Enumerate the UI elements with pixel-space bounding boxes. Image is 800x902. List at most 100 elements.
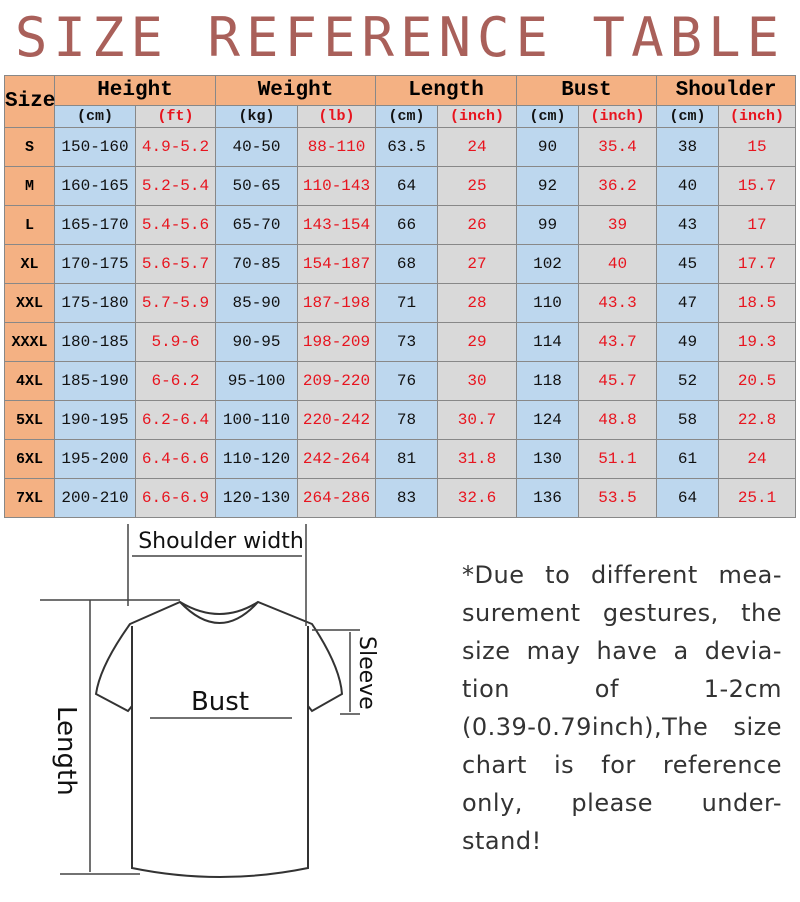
unit-header: (cm) (656, 105, 720, 128)
value-cell: 26 (437, 205, 517, 245)
value-cell: 15 (718, 127, 797, 167)
value-cell: 40-50 (215, 127, 298, 167)
size-cell: L (4, 205, 55, 245)
value-cell: 195-200 (54, 439, 136, 479)
value-cell: 45.7 (577, 361, 658, 401)
value-cell: 43.7 (577, 322, 658, 362)
value-cell: 136 (516, 478, 579, 518)
value-cell: 64 (656, 478, 720, 518)
value-cell: 70-85 (215, 244, 298, 284)
value-cell: 66 (375, 205, 438, 245)
value-cell: 40 (656, 166, 720, 206)
size-table: Size Height Weight Length Bust Shoulder … (4, 75, 797, 518)
value-cell: 25 (437, 166, 517, 206)
size-cell: 5XL (4, 400, 55, 440)
tshirt-outline (94, 600, 344, 878)
value-cell: 92 (516, 166, 579, 206)
value-cell: 43.3 (577, 283, 658, 323)
value-cell: 40 (577, 244, 658, 284)
value-cell: 15.7 (718, 166, 797, 206)
group-header: Shoulder (656, 75, 797, 106)
group-header: Height (54, 75, 216, 106)
value-cell: 185-190 (54, 361, 136, 401)
table-row: XXXL 180-185 5.9-6 90-95 198-209 73 29 114 43.7 4… (4, 322, 797, 362)
value-cell: 6.6-6.9 (135, 478, 216, 518)
value-cell: 49 (656, 322, 720, 362)
bust-label: Bust (191, 687, 249, 717)
value-cell: 48.8 (577, 400, 658, 440)
value-cell: 143-154 (297, 205, 376, 245)
size-cell: XL (4, 244, 55, 284)
value-cell: 6.4-6.6 (135, 439, 216, 479)
note-line: tion of 1-2cm (462, 675, 782, 703)
value-cell: 38 (656, 127, 720, 167)
value-cell: 5.7-5.9 (135, 283, 216, 323)
value-cell: 95-100 (215, 361, 298, 401)
value-cell: 31.8 (437, 439, 517, 479)
value-cell: 50-65 (215, 166, 298, 206)
value-cell: 90 (516, 127, 579, 167)
table-row: L 165-170 5.4-5.6 65-70 143-154 66 26 99 39 43 17 (4, 205, 797, 245)
value-cell: 264-286 (297, 478, 376, 518)
value-cell: 4.9-5.2 (135, 127, 216, 167)
page-title: SIZE REFERENCE TABLE (14, 6, 786, 69)
value-cell: 17 (718, 205, 797, 245)
value-cell: 154-187 (297, 244, 376, 284)
value-cell: 187-198 (297, 283, 376, 323)
value-cell: 43 (656, 205, 720, 245)
group-header: Bust (515, 75, 658, 106)
unit-header: (cm) (375, 105, 438, 128)
value-cell: 5.9-6 (135, 322, 216, 362)
value-cell: 24 (718, 439, 797, 479)
value-cell: 35.4 (577, 127, 658, 167)
value-cell: 39 (577, 205, 658, 245)
table-row: 6XL 195-200 6.4-6.6 110-120 242-264 81 31.8 130… (4, 439, 797, 479)
value-cell: 27 (437, 244, 517, 284)
value-cell: 61 (656, 439, 720, 479)
value-cell: 83 (375, 478, 438, 518)
value-cell: 198-209 (297, 322, 376, 362)
deviation-note: *Due to different mea-surement gestures,… (462, 556, 782, 860)
table-row: 5XL 190-195 6.2-6.4 100-110 220-242 78 30.7 124… (4, 400, 797, 440)
note-line: only, please under- (462, 789, 782, 817)
table-row: S 150-160 4.9-5.2 40-50 88-110 63.5 24 90 35.4 38… (4, 127, 797, 167)
value-cell: 25.1 (718, 478, 797, 518)
value-cell: 85-90 (215, 283, 298, 323)
unit-header: (cm) (54, 105, 136, 128)
value-cell: 150-160 (54, 127, 136, 167)
value-cell: 88-110 (297, 127, 376, 167)
value-cell: 19.3 (718, 322, 797, 362)
value-cell: 52 (656, 361, 720, 401)
value-cell: 99 (516, 205, 579, 245)
value-cell: 6.2-6.4 (135, 400, 216, 440)
value-cell: 28 (437, 283, 517, 323)
length-label: Length (51, 706, 81, 796)
size-header: Size (4, 75, 55, 128)
unit-header: (cm) (516, 105, 579, 128)
value-cell: 30.7 (437, 400, 517, 440)
value-cell: 209-220 (297, 361, 376, 401)
value-cell: 76 (375, 361, 438, 401)
group-header: Weight (215, 75, 376, 106)
unit-header: (lb) (297, 105, 376, 128)
group-header: Length (375, 75, 517, 106)
value-cell: 18.5 (718, 283, 797, 323)
value-cell: 45 (656, 244, 720, 284)
value-cell: 22.8 (718, 400, 797, 440)
value-cell: 180-185 (54, 322, 136, 362)
value-cell: 20.5 (718, 361, 797, 401)
tshirt-diagram: Shoulder width Bust Sleeve Length (40, 524, 379, 878)
value-cell: 71 (375, 283, 438, 323)
value-cell: 6-6.2 (135, 361, 216, 401)
unit-header: (inch) (577, 105, 658, 128)
value-cell: 36.2 (577, 166, 658, 206)
size-cell: S (4, 127, 55, 167)
table-row: XXL 175-180 5.7-5.9 85-90 187-198 71 28 110 43.3… (4, 283, 797, 323)
size-cell: M (4, 166, 55, 206)
value-cell: 51.1 (577, 439, 658, 479)
note-line: *Due to different mea- (462, 561, 782, 589)
size-cell: 7XL (4, 478, 55, 518)
value-cell: 120-130 (215, 478, 298, 518)
value-cell: 110 (516, 283, 579, 323)
value-cell: 78 (375, 400, 438, 440)
